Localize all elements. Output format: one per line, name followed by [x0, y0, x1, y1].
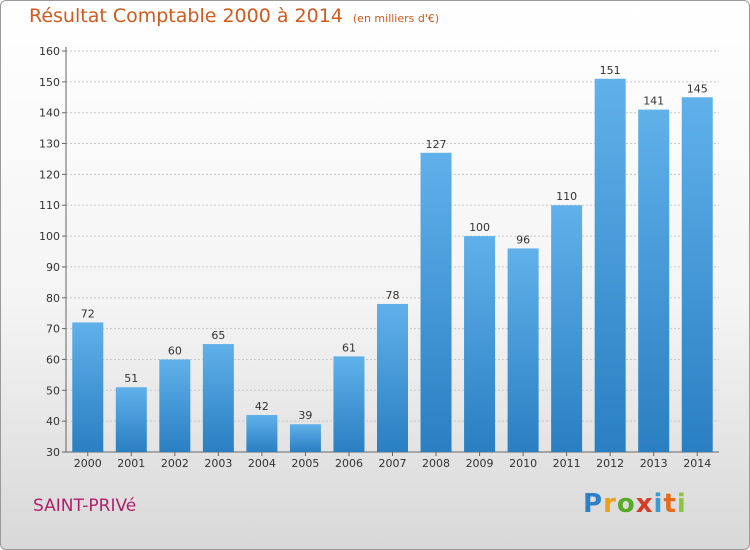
- y-tick-label: 120: [39, 168, 60, 181]
- y-tick-label: 150: [39, 76, 60, 89]
- bar-2005: [289, 424, 321, 452]
- x-tick-label-2007: 2007: [379, 457, 407, 470]
- bar-2001: [115, 387, 147, 452]
- data-label-2008: 127: [426, 138, 447, 151]
- data-label-2014: 145: [687, 82, 708, 95]
- x-tick-label-2012: 2012: [596, 457, 624, 470]
- bar-2009: [464, 236, 496, 452]
- data-label-2009: 100: [469, 221, 490, 234]
- logo-letter: P: [583, 489, 604, 519]
- logo-letter: i: [676, 489, 687, 519]
- logo-letter: o: [616, 489, 636, 519]
- bar-2004: [246, 414, 278, 452]
- proxiti-logo: Proxiti: [583, 489, 687, 519]
- data-label-2004: 42: [255, 400, 269, 413]
- logo-letter: i: [653, 489, 664, 519]
- logo-letter: r: [603, 489, 617, 519]
- bar-2012: [594, 78, 626, 452]
- y-tick-label: 130: [39, 138, 60, 151]
- y-tick-label: 90: [46, 261, 60, 274]
- bar-2006: [333, 356, 365, 452]
- y-tick-label: 140: [39, 107, 60, 120]
- y-tick-label: 70: [46, 323, 60, 336]
- bar-2003: [202, 344, 234, 452]
- y-tick-label: 80: [46, 292, 60, 305]
- x-tick-label-2011: 2011: [553, 457, 581, 470]
- bar-2008: [420, 152, 452, 453]
- x-tick-label-2005: 2005: [291, 457, 319, 470]
- bar-2010: [507, 248, 539, 452]
- x-tick-label-2010: 2010: [509, 457, 537, 470]
- chart-title-main: Résultat Comptable 2000 à 2014: [29, 5, 343, 27]
- chart-title: Résultat Comptable 2000 à 2014 (en millie…: [29, 5, 439, 27]
- place-name: SAINT-PRIVé: [33, 496, 137, 516]
- chart-title-unit: (en milliers d'€): [352, 12, 440, 25]
- x-tick-label-2000: 2000: [74, 457, 102, 470]
- x-tick-label-2001: 2001: [117, 457, 145, 470]
- y-tick-label: 30: [46, 446, 60, 459]
- data-label-2010: 96: [516, 233, 530, 246]
- logo-letter: x: [635, 489, 654, 519]
- y-tick-label: 50: [46, 384, 60, 397]
- y-tick-label: 100: [39, 230, 60, 243]
- x-tick-label-2013: 2013: [640, 457, 668, 470]
- x-tick-label-2002: 2002: [161, 457, 189, 470]
- data-label-2013: 141: [643, 95, 664, 108]
- x-tick-label-2008: 2008: [422, 457, 450, 470]
- bar-2000: [72, 322, 104, 452]
- x-tick-label-2014: 2014: [683, 457, 711, 470]
- data-label-2012: 151: [600, 64, 621, 77]
- x-tick-label-2006: 2006: [335, 457, 363, 470]
- data-label-2007: 78: [386, 289, 400, 302]
- logo-letter: t: [663, 489, 677, 519]
- data-label-2001: 51: [124, 372, 138, 385]
- y-tick-label: 60: [46, 353, 60, 366]
- y-tick-label: 110: [39, 199, 60, 212]
- x-tick-label-2004: 2004: [248, 457, 276, 470]
- data-label-2006: 61: [342, 341, 356, 354]
- bar-2007: [377, 303, 408, 452]
- x-tick-label-2003: 2003: [204, 457, 232, 470]
- bar-2002: [159, 359, 191, 452]
- bar-2014: [681, 97, 713, 453]
- bar-2011: [551, 205, 583, 452]
- bar-2013: [638, 109, 670, 452]
- data-label-2000: 72: [81, 307, 95, 320]
- y-tick-label: 160: [39, 45, 60, 58]
- data-label-2005: 39: [298, 409, 312, 422]
- x-tick-label-2009: 2009: [466, 457, 494, 470]
- data-label-2003: 65: [211, 329, 225, 342]
- data-label-2011: 110: [556, 190, 577, 203]
- data-label-2002: 60: [168, 344, 182, 357]
- y-tick-label: 40: [46, 415, 60, 428]
